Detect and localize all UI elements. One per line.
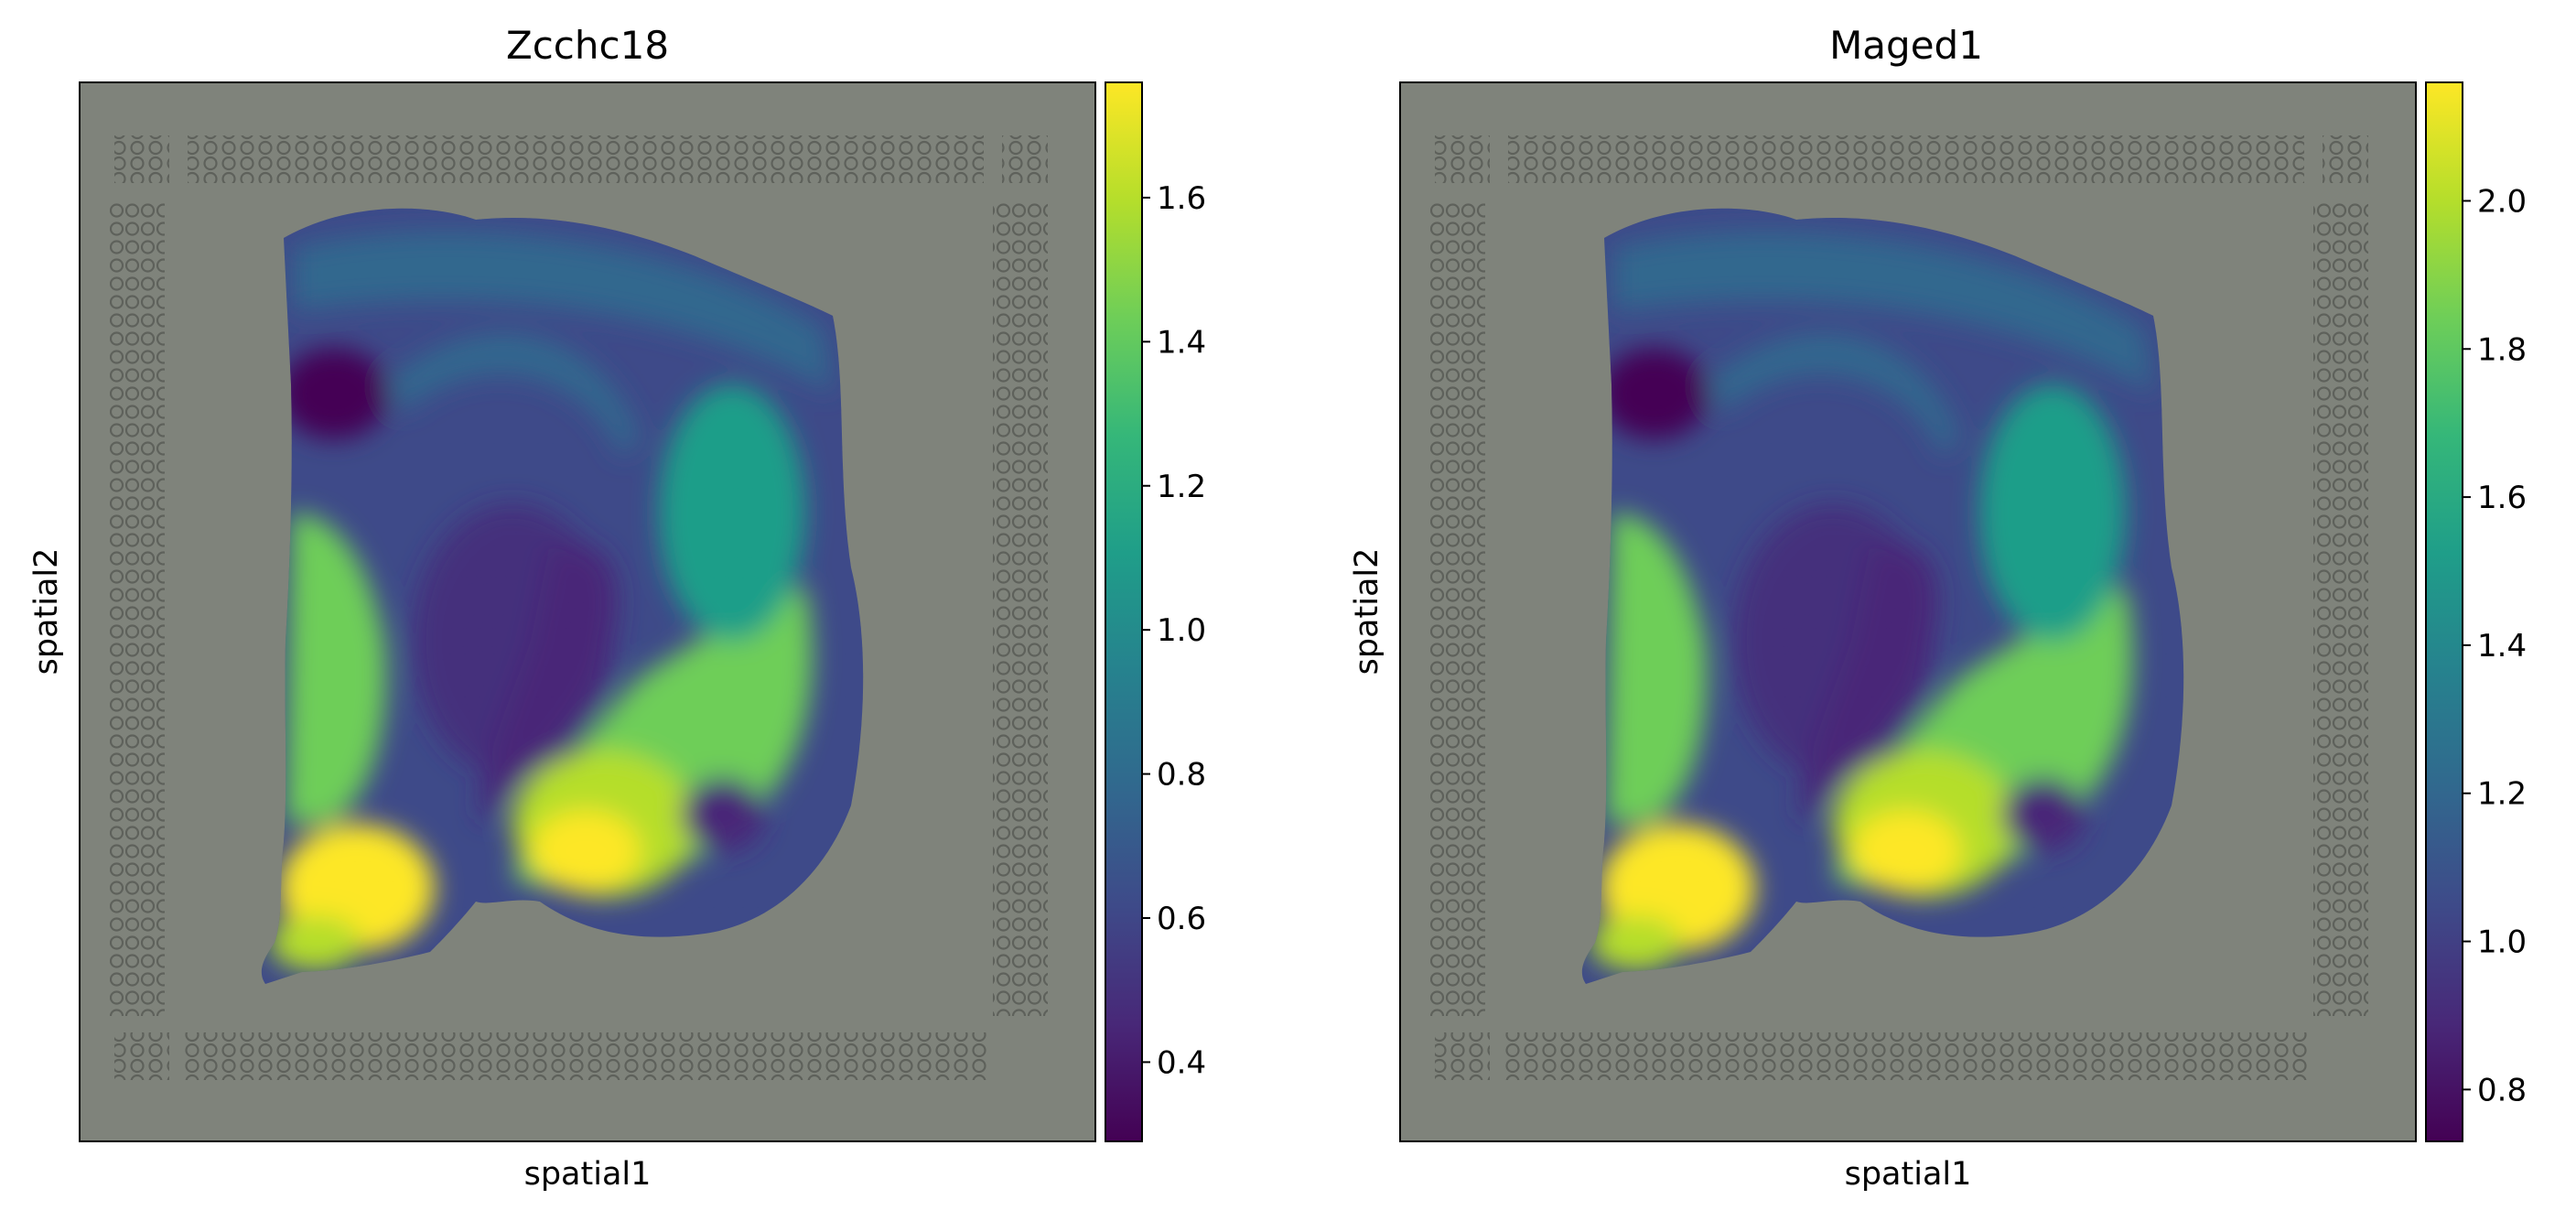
colorbar-tick-label: 1.6 <box>2477 480 2527 516</box>
plot-frame <box>1399 81 2417 1142</box>
plot-frame <box>79 81 1096 1142</box>
x-axis-label: spatial1 <box>1845 1156 1972 1193</box>
colorbar-tick-label: 1.4 <box>1157 324 1206 361</box>
colorbar-tick-label: 0.8 <box>2477 1072 2527 1108</box>
panel-zcchc18: Zcchc18 0. <box>28 23 1206 1193</box>
colorbar-tick-label: 1.2 <box>2477 776 2527 813</box>
colorbar-tick-label: 0.4 <box>1157 1044 1206 1081</box>
colorbar-tick-label: 0.6 <box>1157 901 1206 937</box>
x-axis-label: spatial1 <box>524 1156 652 1193</box>
colorbar-tick-label: 1.6 <box>1157 180 1206 217</box>
colorbar: 0.8 1.0 1.2 1.4 1.6 1.8 2.0 <box>2425 81 2527 1142</box>
colorbar-tick-label: 2.0 <box>2477 183 2527 220</box>
tissue-section <box>1558 183 2217 1007</box>
chart-title: Maged1 <box>1829 23 1983 68</box>
colorbar-tick-label: 0.8 <box>1157 757 1206 794</box>
colorbar-tick-label: 1.0 <box>1157 612 1206 649</box>
panel-maged1: Maged1 0.8 1.0 1.2 1.4 1.6 1.8 2.0 <box>1349 23 2527 1193</box>
fiducial-frame <box>110 135 1048 1080</box>
colorbar-tick-label: 1.4 <box>2477 628 2527 665</box>
colorbar: 0.4 0.6 0.8 1.0 1.2 1.4 1.6 <box>1105 81 1206 1142</box>
y-axis-label: spatial2 <box>1349 548 1385 675</box>
fiducial-frame <box>1430 135 2368 1080</box>
colorbar-tick-label: 1.2 <box>1157 469 1206 505</box>
colorbar-tick-label: 1.8 <box>2477 331 2527 368</box>
colorbar-tick-label: 1.0 <box>2477 924 2527 961</box>
y-axis-label: spatial2 <box>28 548 65 675</box>
chart-title: Zcchc18 <box>506 23 669 68</box>
tissue-section <box>238 183 897 1007</box>
